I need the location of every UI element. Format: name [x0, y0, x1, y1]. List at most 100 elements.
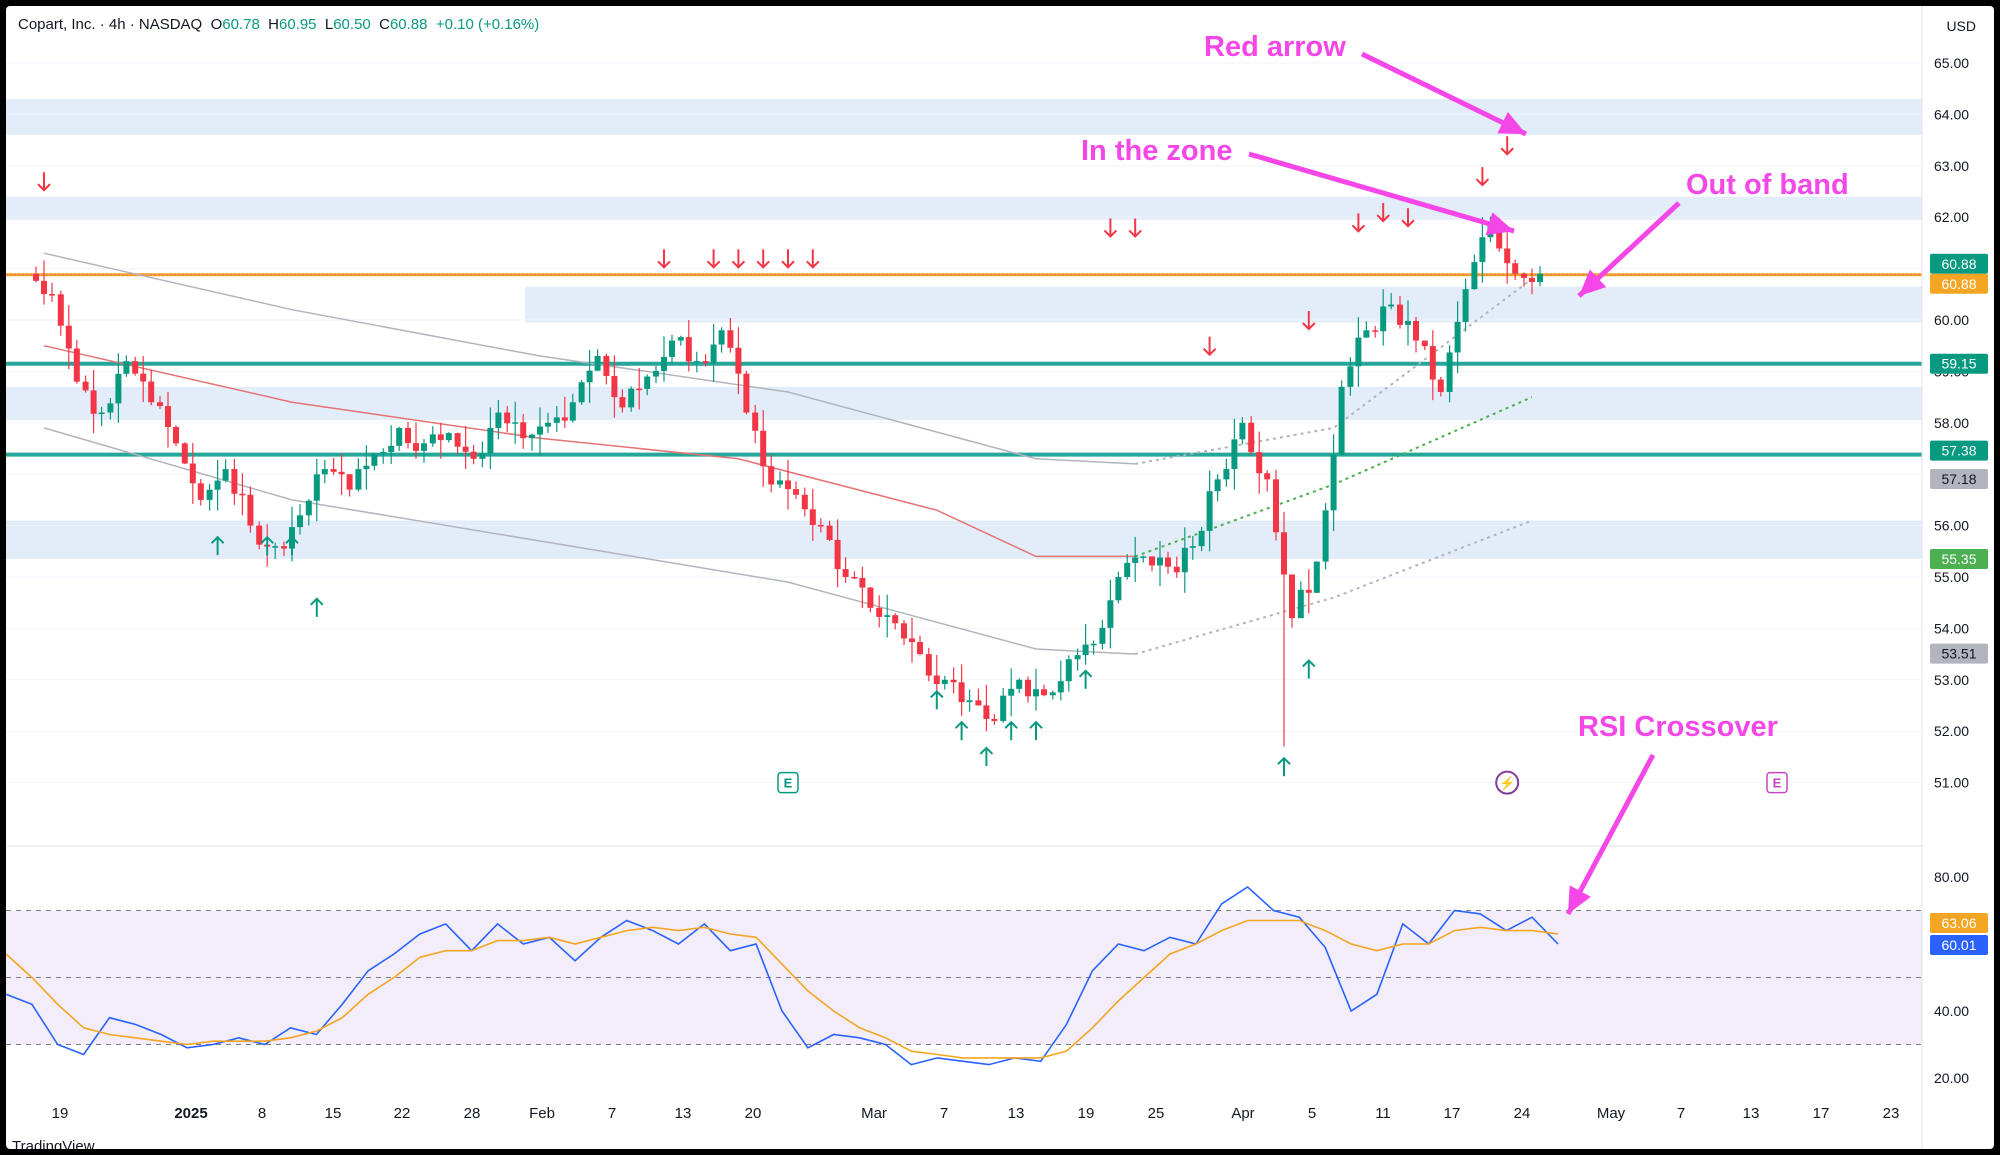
arrow-head [930, 689, 944, 699]
arrow-head [1401, 219, 1415, 228]
arrow-head [1500, 147, 1514, 156]
open-value: 60.78 [222, 16, 260, 33]
candle-body [1206, 491, 1213, 531]
time-tick-label: 25 [1148, 1105, 1165, 1122]
time-tick-label: 15 [325, 1105, 342, 1122]
candle-body [545, 422, 551, 427]
moving-average-line [43, 344, 1136, 558]
price-tick-label: 55.00 [1934, 569, 1969, 585]
candle-body [98, 412, 105, 415]
time-tick-label: Apr [1231, 1105, 1254, 1122]
time-tick-label: 7 [608, 1105, 616, 1122]
arrow-head [979, 746, 994, 755]
candle-body [123, 361, 130, 374]
annotation-arrow [1248, 151, 1515, 236]
candle-body [371, 453, 378, 466]
annotation-arrow [1577, 201, 1681, 298]
time-tick-label: 24 [1514, 1105, 1531, 1122]
candle-body [710, 344, 717, 363]
candle-body [65, 325, 72, 349]
candle-body [380, 452, 387, 454]
sell-signal-arrow [1376, 203, 1390, 223]
candle-body [793, 489, 799, 495]
price-axis-label: 57.38 [1930, 440, 1988, 461]
candle-body [628, 388, 635, 408]
buy-signal-arrow [260, 535, 274, 556]
time-tick-label: 2025 [174, 1105, 207, 1122]
price-axis-label: 60.88 [1930, 273, 1988, 294]
candle-body [454, 433, 461, 447]
candle-body [214, 480, 221, 490]
annotation-arrow-shaft [1248, 151, 1515, 234]
currency-label[interactable]: USD [1946, 18, 1976, 34]
candle-body [817, 524, 824, 527]
arrow-head [1277, 756, 1291, 765]
close-label: C [379, 16, 390, 33]
price-tick-label: 62.00 [1934, 209, 1969, 225]
candle-body [1140, 556, 1147, 558]
sell-signal-arrow [731, 249, 746, 269]
candle-body [1041, 689, 1047, 696]
candle-body [578, 382, 585, 403]
candle-body [661, 356, 667, 371]
annotation-label: Out of band [1686, 169, 1849, 201]
price-tick-label: 52.00 [1934, 723, 1969, 739]
candle-body [1124, 562, 1131, 577]
time-tick-label: Feb [529, 1105, 555, 1122]
candle-body [743, 373, 750, 413]
candle-body [644, 376, 651, 389]
candle-body [41, 280, 47, 295]
candle-body [1330, 454, 1337, 511]
candle-body [1198, 530, 1205, 547]
rsi-series-line [6, 885, 1559, 1066]
candle-body [1397, 304, 1403, 325]
annotation-arrow [1360, 51, 1528, 137]
earnings-event-icon: E [777, 771, 799, 794]
candle-body [1363, 330, 1370, 338]
candle-body [305, 500, 312, 516]
candle-body [132, 361, 139, 374]
candle-body [619, 397, 626, 408]
candle-body [859, 577, 866, 588]
sell-signal-arrow [756, 249, 770, 269]
open-label: O [210, 16, 223, 33]
price-label-text: 55.35 [1941, 551, 1976, 567]
candle-body [504, 412, 511, 424]
candle-body [561, 417, 568, 421]
candle-body [148, 381, 155, 403]
candle-body [49, 294, 55, 296]
arrow-head [954, 720, 969, 729]
candle-body [1429, 346, 1436, 380]
candle-body [1413, 320, 1419, 341]
price-label-bg [1930, 643, 1988, 664]
candle-body [1496, 222, 1503, 249]
candle-body [82, 381, 89, 391]
buy-signal-arrow [1029, 720, 1043, 741]
candle-body [157, 402, 163, 407]
price-tick-label: 63.00 [1934, 158, 1969, 174]
sell-signal-arrow [1401, 208, 1415, 228]
candle-body [1405, 320, 1411, 325]
candle-body [586, 370, 593, 383]
time-tick-label: 17 [1813, 1105, 1830, 1122]
buy-signal-arrow [1004, 720, 1018, 741]
candle-body [388, 445, 395, 453]
candle-body [1504, 248, 1511, 264]
candle-body [669, 340, 675, 357]
buy-signal-arrow [1078, 669, 1093, 689]
price-label-bg [1930, 273, 1988, 294]
candle-body [909, 638, 915, 643]
candle-body [479, 453, 486, 459]
candle-body [1065, 659, 1072, 682]
chart-canvas[interactable]: E ⚡ E 80.00 40.00 20.00 60.01 63.06 65.00 64.00… [6, 6, 1994, 1149]
candle-body [1529, 277, 1535, 283]
price-label-text: 59.15 [1941, 356, 1976, 372]
candle-body [1082, 644, 1089, 656]
candle-body [1338, 386, 1345, 455]
annotation-arrow [1565, 753, 1656, 916]
arrow-head [285, 535, 299, 544]
rsi-series-line [6, 919, 1559, 1059]
sell-signal-arrow [706, 249, 721, 269]
price-tick-label: 60.00 [1934, 312, 1969, 328]
